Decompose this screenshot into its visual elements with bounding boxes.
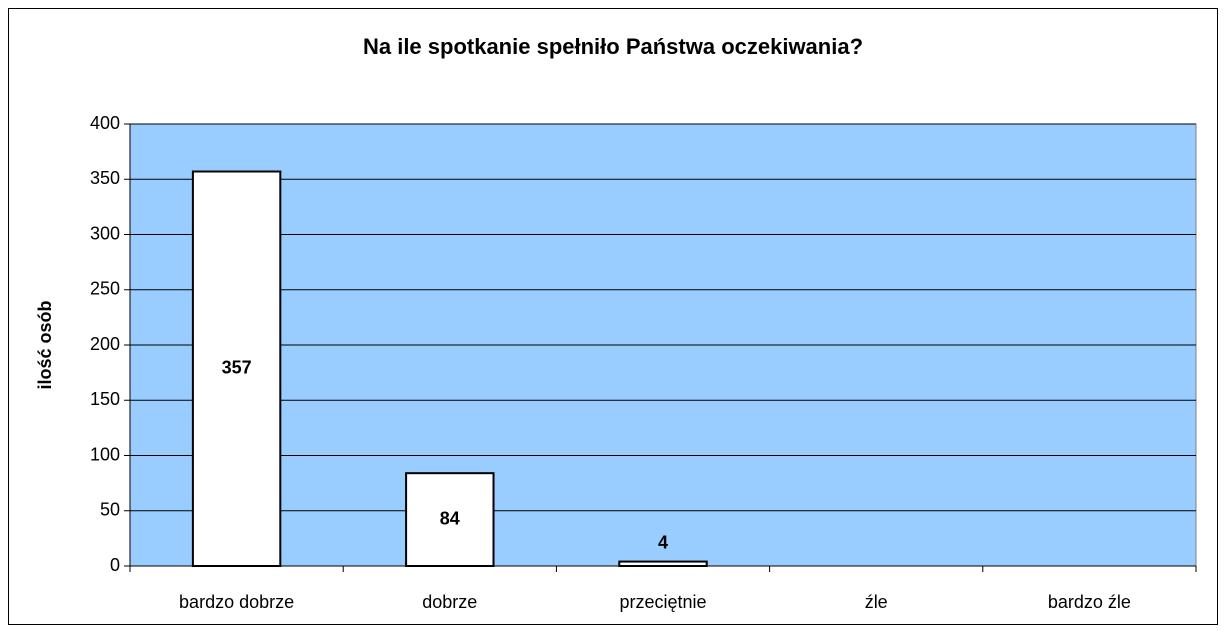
y-tick-label: 250 — [90, 279, 120, 299]
chart-title: Na ile spotkanie spełniło Państwa oczeki… — [363, 34, 863, 59]
bar — [191, 170, 282, 567]
x-tick-label: bardzo dobrze — [179, 592, 294, 612]
data-label: 357 — [222, 358, 252, 378]
y-axis-label: ilość osób — [35, 300, 55, 389]
y-tick-label: 100 — [90, 444, 120, 464]
y-tick-label: 400 — [90, 113, 120, 133]
data-label: 84 — [440, 508, 460, 528]
y-tick-label: 0 — [110, 555, 120, 575]
y-tick-label: 300 — [90, 223, 120, 243]
y-tick-label: 350 — [90, 168, 120, 188]
bar — [405, 472, 495, 567]
data-label: 4 — [658, 532, 668, 552]
x-tick-label: dobrze — [422, 592, 477, 612]
x-tick-label: bardzo źle — [1048, 592, 1131, 612]
y-tick-label: 50 — [100, 500, 120, 520]
x-tick-label: źle — [865, 592, 888, 612]
x-tick-label: przeciętnie — [619, 592, 706, 612]
bar — [618, 560, 708, 568]
y-tick-label: 150 — [90, 389, 120, 409]
y-tick-label: 200 — [90, 334, 120, 354]
